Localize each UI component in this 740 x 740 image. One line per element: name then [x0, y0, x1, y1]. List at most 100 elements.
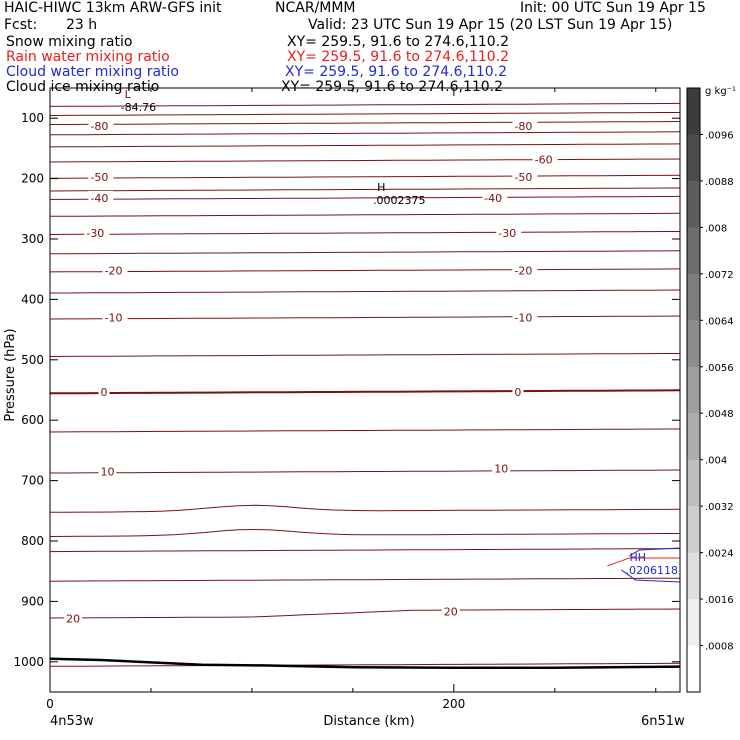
temperature-line: [49, 428, 680, 433]
temperature-label: 0: [514, 386, 521, 399]
colorbar-label: .0096: [705, 130, 734, 141]
temperature-label: 10: [100, 466, 114, 479]
temperature-label-bg: [512, 384, 524, 397]
x-axis-label: Distance (km): [323, 714, 414, 729]
extrema-labels: L-84.76 H.0002375 HH.0206118: [121, 88, 678, 577]
extremum-value: -84.76: [121, 101, 156, 114]
x-tick-label: 200: [442, 697, 465, 711]
colorbar-label: .0024: [705, 549, 734, 560]
temperature-line: [49, 315, 681, 320]
colorbar-swatch: [687, 88, 700, 135]
colorbar-swatch: [687, 645, 700, 693]
colorbar-swatch: [687, 413, 700, 461]
colorbar-label: .0056: [705, 363, 734, 374]
colorbar-label: .0016: [705, 595, 734, 606]
y-tick-label: 1000: [13, 655, 44, 669]
colorbar-swatch: [687, 552, 700, 600]
temperature-label: -80: [90, 120, 108, 133]
colorbar-label: .008: [705, 223, 727, 234]
y-tick-label: 700: [21, 474, 44, 488]
colorbar-swatch: [687, 180, 700, 228]
temperature-line: [50, 121, 681, 125]
ground-line: [49, 657, 681, 670]
temperature-label-bg: [102, 310, 128, 323]
temperature-label: -20: [105, 264, 123, 277]
colorbar-label: .0032: [705, 502, 734, 513]
y-tick-label: 900: [21, 594, 44, 608]
extremum-letter: L: [125, 88, 132, 101]
colorbar-swatch: [687, 227, 700, 275]
temperature-line: [49, 528, 680, 537]
temperature-label-bg: [496, 225, 522, 238]
temperature-label-bg: [64, 611, 83, 624]
hydrometeor-contours: [607, 547, 681, 583]
temperature-label-bg: [512, 169, 538, 182]
temperature-label: -60: [535, 153, 553, 166]
y-tick-label: 800: [21, 534, 44, 548]
temperature-line: [49, 268, 681, 273]
valid-time: Valid: 23 UTC Sun 19 Apr 15 (20 LST Sun …: [308, 17, 673, 33]
temperature-label-bg: [512, 310, 538, 323]
extremum-letter: H: [377, 181, 385, 194]
plot-frame: [49, 87, 681, 693]
temperature-label-bg: [532, 152, 558, 165]
extremum-value: .0002375: [373, 194, 426, 207]
cloud-water-contour: [629, 547, 681, 557]
temperature-line: [49, 608, 681, 619]
temperature-label-bg: [102, 263, 128, 276]
temperature-label-bg: [98, 384, 110, 397]
temperature-line: [50, 289, 681, 294]
temperature-line: [50, 212, 681, 217]
temperature-line: [49, 143, 681, 148]
field-name-snow: Snow mixing ratio: [6, 34, 133, 50]
temperature-line: [49, 250, 681, 255]
temperature-label-bg: [98, 464, 117, 477]
title-mid: NCAR/MMM: [275, 0, 356, 16]
temperature-line: [49, 174, 681, 179]
colorbar-swatch: [687, 366, 700, 414]
temperature-label: 10: [494, 463, 508, 476]
extremum-letter: HH: [629, 551, 646, 564]
temperature-label-bg: [482, 190, 508, 203]
temperature-label: 0: [100, 386, 107, 399]
cloud-water-contour: [621, 569, 681, 583]
temperature-label-bg: [441, 604, 460, 617]
colorbar-swatch: [687, 459, 700, 507]
x-start-label: 4n53w: [50, 714, 94, 729]
field-xy-cloud-water: XY= 259.5, 91.6 to 274.6,110.2: [285, 64, 508, 80]
y-tick-label: 100: [21, 111, 44, 125]
colorbar-swatch: [687, 506, 700, 554]
extremum-value: .0206118: [625, 564, 678, 577]
temperature-line: [49, 504, 681, 513]
temperature-line: [49, 158, 681, 163]
temperature-label: -50: [514, 171, 532, 184]
y-tick-label: 500: [21, 353, 44, 367]
temperature-label-bg: [512, 119, 538, 132]
temperature-label-bg: [84, 225, 110, 238]
temperature-label: -10: [105, 312, 123, 325]
colorbar-swatch: [687, 273, 700, 321]
x-tick-label: 0: [46, 697, 54, 711]
temperature-label: -80: [514, 120, 532, 133]
temperature-contours: [49, 102, 681, 667]
y-tick-label: 400: [21, 292, 44, 306]
temperature-label: -30: [86, 227, 104, 240]
temperature-line: [49, 662, 681, 667]
temperature-label: -30: [498, 227, 516, 240]
temperature-label-bg: [88, 169, 114, 182]
temperature-line: [49, 577, 680, 582]
title-left: HAIC-HIWC 13km ARW-GFS init: [4, 0, 222, 16]
y-tick-label: 200: [21, 172, 44, 186]
x-axis-ticks: 0 200: [46, 88, 657, 711]
temperature-line: [50, 469, 681, 474]
fcst-value: 23 h: [66, 17, 98, 33]
colorbar-swatch: [687, 134, 700, 182]
colorbar-label: .0072: [705, 270, 734, 281]
temperature-line: [49, 231, 680, 235]
temperature-label-bg: [88, 119, 114, 132]
temperature-line: [49, 548, 680, 553]
colorbar-unit: g kg⁻¹: [705, 86, 736, 97]
x-end-label: 6n51w: [641, 714, 685, 729]
